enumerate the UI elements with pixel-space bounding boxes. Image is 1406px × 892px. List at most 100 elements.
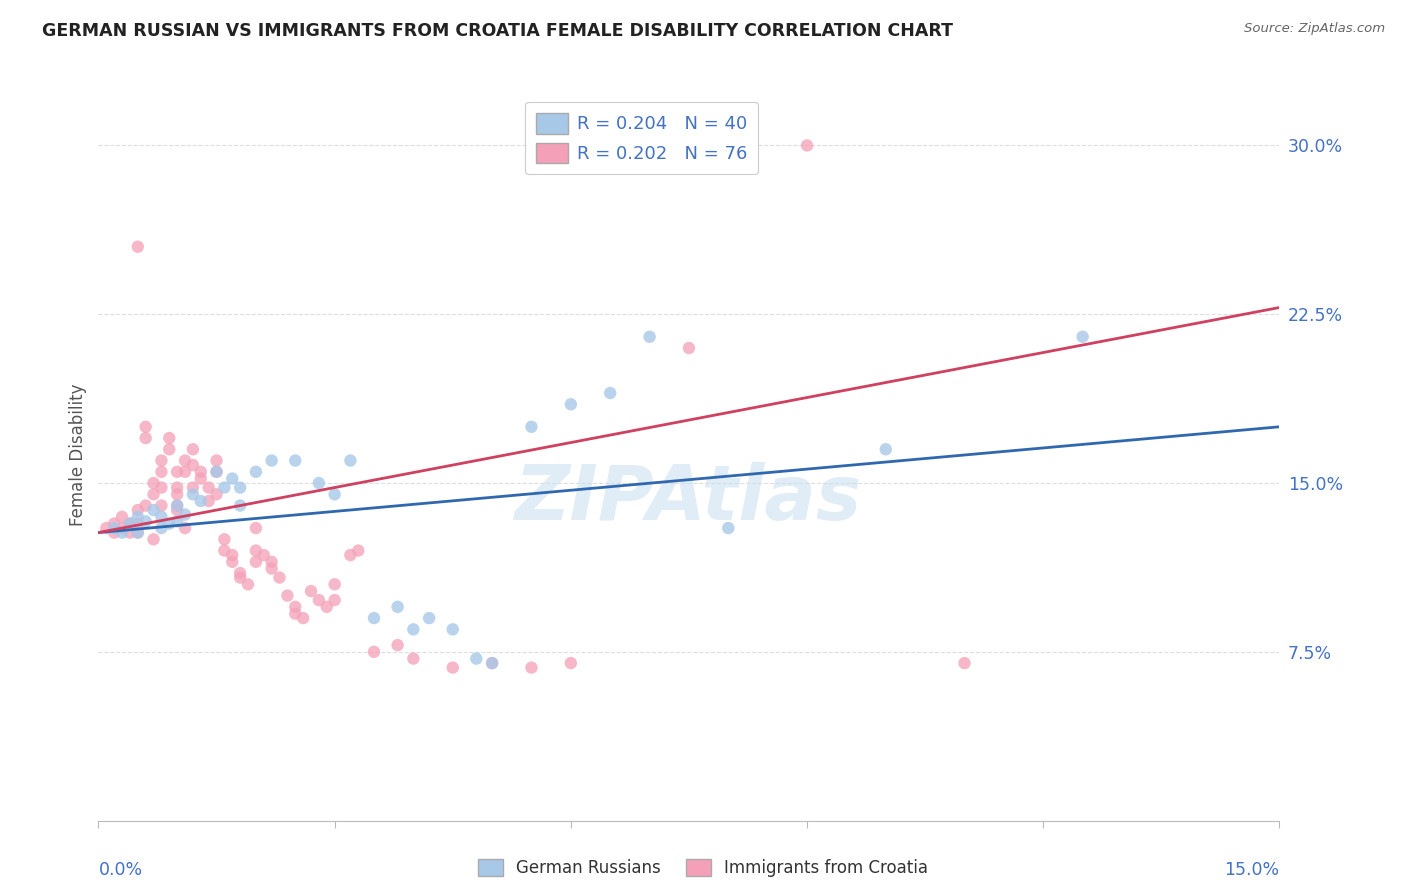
Point xyxy=(465,651,488,665)
Point xyxy=(127,516,149,531)
Point xyxy=(260,555,283,569)
Point xyxy=(481,656,503,670)
Point xyxy=(135,499,157,513)
Point xyxy=(166,481,188,495)
Point xyxy=(229,481,252,495)
Point xyxy=(166,499,188,513)
Point xyxy=(269,571,291,585)
Point xyxy=(205,453,228,467)
Point xyxy=(166,514,188,528)
Point xyxy=(174,508,197,522)
Point xyxy=(150,499,173,513)
Point xyxy=(127,503,149,517)
Point xyxy=(245,521,267,535)
Point xyxy=(363,611,385,625)
Point xyxy=(339,548,361,562)
Point xyxy=(363,645,385,659)
Point xyxy=(441,623,464,637)
Point xyxy=(111,509,134,524)
Point xyxy=(150,453,173,467)
Point xyxy=(284,599,307,614)
Point xyxy=(205,465,228,479)
Point xyxy=(308,593,330,607)
Point xyxy=(796,138,818,153)
Point xyxy=(560,397,582,411)
Point xyxy=(181,481,204,495)
Point xyxy=(127,240,149,254)
Point xyxy=(127,525,149,540)
Point xyxy=(142,503,165,517)
Point xyxy=(142,476,165,491)
Point xyxy=(323,487,346,501)
Text: 0.0%: 0.0% xyxy=(98,861,142,879)
Point xyxy=(190,471,212,485)
Point xyxy=(118,516,141,531)
Point xyxy=(214,543,236,558)
Point xyxy=(142,487,165,501)
Point xyxy=(284,607,307,621)
Point xyxy=(229,499,252,513)
Point xyxy=(150,481,173,495)
Point xyxy=(214,481,236,495)
Point xyxy=(1071,330,1094,344)
Point xyxy=(387,638,409,652)
Point xyxy=(157,516,180,531)
Point xyxy=(418,611,440,625)
Point xyxy=(347,543,370,558)
Point xyxy=(284,453,307,467)
Point xyxy=(157,442,180,457)
Point xyxy=(150,465,173,479)
Point xyxy=(292,611,315,625)
Point xyxy=(481,656,503,670)
Point xyxy=(323,593,346,607)
Y-axis label: Female Disability: Female Disability xyxy=(69,384,87,526)
Point xyxy=(111,525,134,540)
Point xyxy=(174,453,197,467)
Point xyxy=(181,442,204,457)
Point xyxy=(181,458,204,472)
Text: Source: ZipAtlas.com: Source: ZipAtlas.com xyxy=(1244,22,1385,36)
Point xyxy=(638,330,661,344)
Point xyxy=(150,521,173,535)
Point xyxy=(308,476,330,491)
Point xyxy=(520,660,543,674)
Point xyxy=(166,465,188,479)
Point xyxy=(150,509,173,524)
Point xyxy=(387,599,409,614)
Legend: German Russians, Immigrants from Croatia: German Russians, Immigrants from Croatia xyxy=(471,852,935,884)
Point xyxy=(157,431,180,445)
Point xyxy=(236,577,259,591)
Point xyxy=(103,525,125,540)
Point xyxy=(299,584,322,599)
Point xyxy=(174,465,197,479)
Point xyxy=(205,465,228,479)
Point xyxy=(276,589,298,603)
Point xyxy=(402,651,425,665)
Point xyxy=(260,453,283,467)
Point xyxy=(96,521,118,535)
Point xyxy=(166,503,188,517)
Point xyxy=(174,521,197,535)
Point xyxy=(560,656,582,670)
Point xyxy=(520,419,543,434)
Point xyxy=(197,481,219,495)
Point xyxy=(118,525,141,540)
Point xyxy=(315,599,337,614)
Point xyxy=(260,561,283,575)
Point xyxy=(245,465,267,479)
Point xyxy=(214,533,236,547)
Point xyxy=(166,487,188,501)
Point xyxy=(135,419,157,434)
Point xyxy=(253,548,276,562)
Point xyxy=(142,533,165,547)
Point xyxy=(197,494,219,508)
Text: ZIPAtlas: ZIPAtlas xyxy=(515,462,863,536)
Point xyxy=(111,521,134,535)
Point xyxy=(135,514,157,528)
Point xyxy=(953,656,976,670)
Point xyxy=(229,571,252,585)
Point xyxy=(190,465,212,479)
Point xyxy=(402,623,425,637)
Point xyxy=(166,499,188,513)
Point xyxy=(678,341,700,355)
